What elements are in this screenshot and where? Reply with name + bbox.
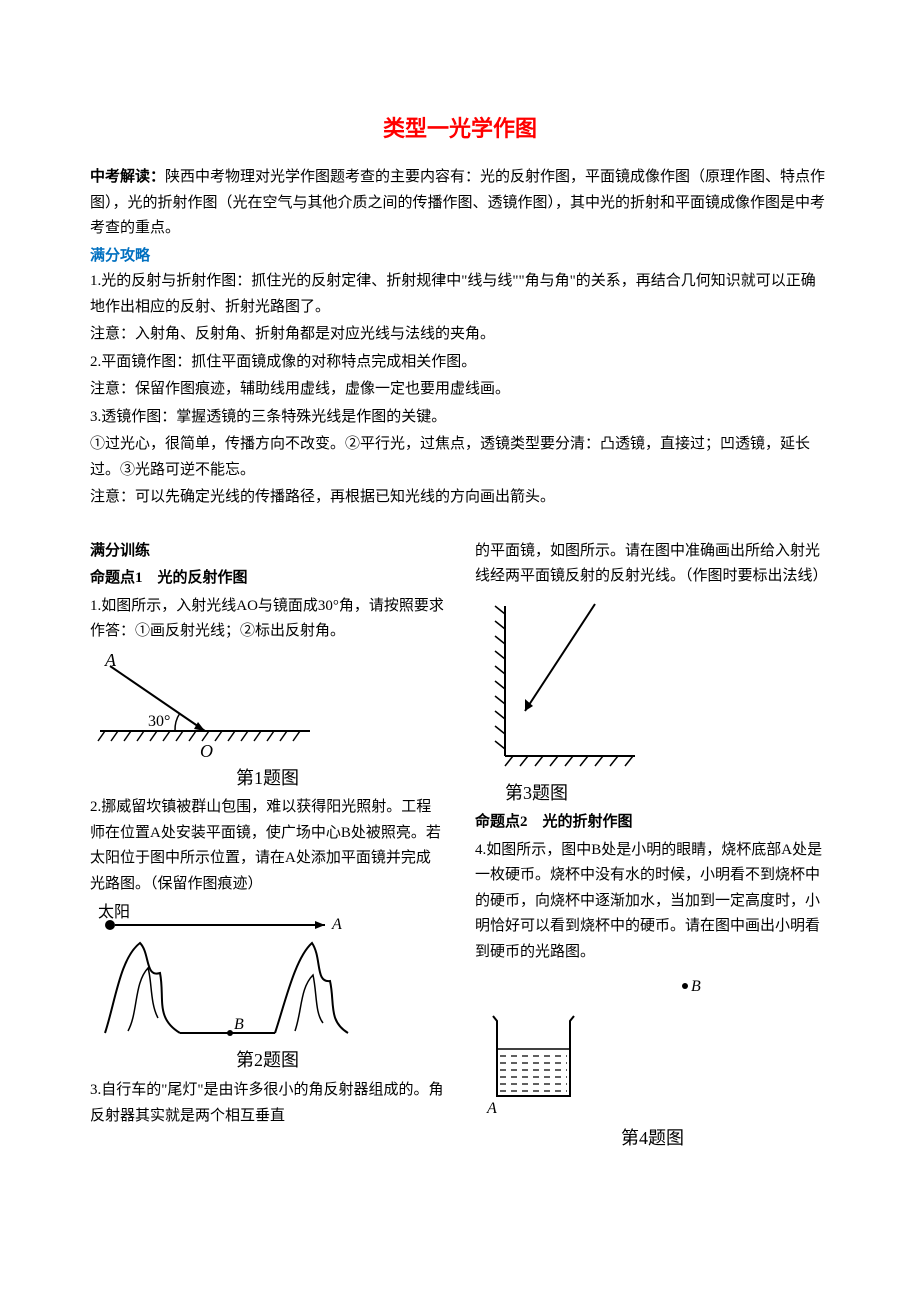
question-2: 2.挪威留坎镇被群山包围，难以获得阳光照射。工程师在位置A处安装平面镜，使广场中… — [90, 795, 445, 897]
label-angle: 30° — [148, 713, 170, 730]
label-A: A — [486, 1100, 497, 1117]
label-sun: 太阳 — [98, 903, 130, 921]
right-column: 的平面镜，如图所示。请在图中准确画出所给入射光线经两平面镜反射的反射光线。（作图… — [475, 539, 830, 1156]
label-A: A — [104, 651, 117, 670]
intro-text: 陕西中考物理对光学作图题考查的主要内容有：光的反射作图，平面镜成像作图（原理作图… — [90, 169, 825, 236]
strategy-line: 3.透镜作图：掌握透镜的三条特殊光线是作图的关键。 — [90, 405, 830, 431]
strategy-line: 注意：保留作图痕迹，辅助线用虚线，虚像一定也要用虚线画。 — [90, 377, 830, 403]
strategy-line: 注意：可以先确定光线的传播路径，再根据已知光线的方向画出箭头。 — [90, 485, 830, 511]
figure-1-caption: 第1题图 — [90, 763, 445, 794]
question-1: 1.如图所示，入射光线AO与镜面成30°角，请按照要求作答：①画反射光线；②标出… — [90, 594, 445, 645]
label-B: B — [234, 1016, 244, 1033]
label-B: B — [691, 978, 701, 995]
strategy-line: 2.平面镜作图：抓住平面镜成像的对称特点完成相关作图。 — [90, 350, 830, 376]
topic1-name: 命题点1 光的反射作图 — [90, 566, 445, 592]
question-4: 4.如图所示，图中B处是小明的眼睛，烧杯底部A处是一枚硬币。烧杯中没有水的时候，… — [475, 838, 830, 966]
figure-4-caption: 第4题图 — [475, 1123, 830, 1154]
strategy-label: 满分攻略 — [90, 244, 830, 270]
left-column: 满分训练 命题点1 光的反射作图 1.如图所示，入射光线AO与镜面成30°角，请… — [90, 539, 445, 1156]
two-column-layout: 满分训练 命题点1 光的反射作图 1.如图所示，入射光线AO与镜面成30°角，请… — [90, 539, 830, 1156]
figure-1: A 30° O — [90, 651, 445, 761]
figure-3 — [475, 596, 830, 776]
intro-label: 中考解读： — [90, 169, 165, 185]
figure-3-caption: 第3题图 — [505, 778, 830, 809]
strategy-block: 1.光的反射与折射作图：抓住光的反射定律、折射规律中"线与线""角与角"的关系，… — [90, 269, 830, 511]
strategy-line: 注意：入射角、反射角、折射角都是对应光线与法线的夹角。 — [90, 322, 830, 348]
topic2-name: 命题点2 光的折射作图 — [475, 810, 830, 836]
strategy-line: ①过光心，很简单，传播方向不改变。②平行光，过焦点，透镜类型要分清：凸透镜，直接… — [90, 432, 830, 483]
page-title: 类型一光学作图 — [90, 110, 830, 147]
label-O: O — [200, 741, 213, 761]
label-A: A — [331, 916, 342, 933]
question-3-part-a: 3.自行车的"尾灯"是由许多很小的角反射器组成的。角反射器其实就是两个相互垂直 — [90, 1078, 445, 1129]
strategy-line: 1.光的反射与折射作图：抓住光的反射定律、折射规律中"线与线""角与角"的关系，… — [90, 269, 830, 320]
intro-paragraph: 中考解读：陕西中考物理对光学作图题考查的主要内容有：光的反射作图，平面镜成像作图… — [90, 165, 830, 242]
question-3-part-b: 的平面镜，如图所示。请在图中准确画出所给入射光线经两平面镜反射的反射光线。（作图… — [475, 539, 830, 590]
figure-4: B A — [475, 971, 830, 1121]
figure-2: 太阳 A B — [90, 903, 445, 1043]
figure-2-caption: 第2题图 — [90, 1045, 445, 1076]
training-label: 满分训练 — [90, 539, 445, 565]
